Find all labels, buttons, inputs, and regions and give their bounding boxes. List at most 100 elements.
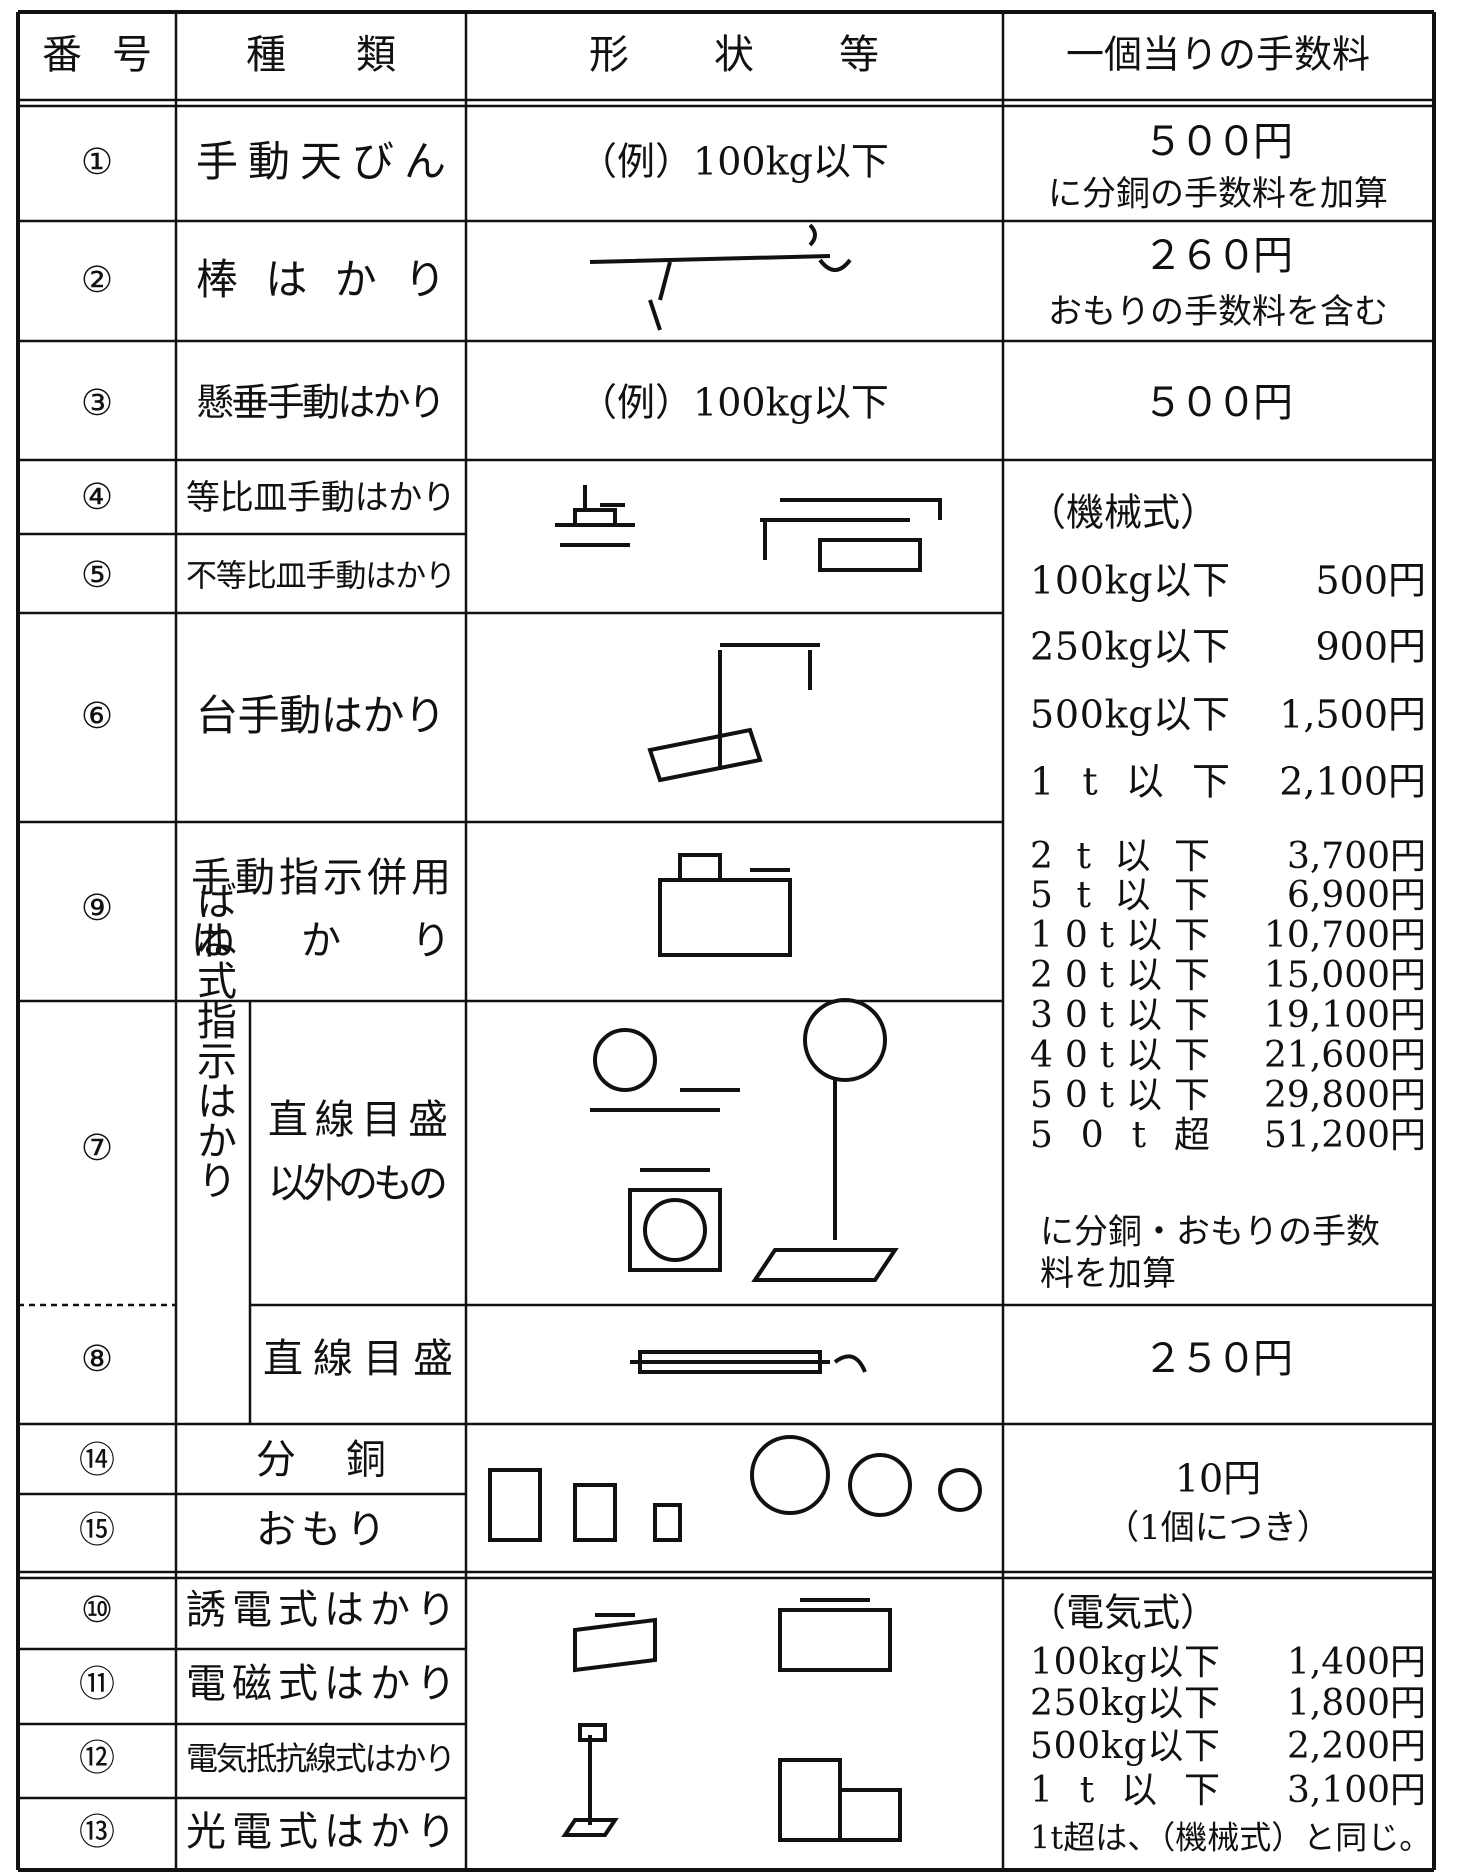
fee-amount: 1,800円 <box>1287 1683 1426 1724</box>
capacity-label: 20t以下 <box>1030 955 1210 996</box>
row-number: ⑩ <box>81 1590 113 1631</box>
table-rules <box>16 10 1436 1872</box>
capacity-label: 1t以下 <box>1030 760 1230 804</box>
dial-scale-base <box>590 1088 740 1112</box>
kind-label: 分銅 <box>256 1437 386 1483</box>
fee-amount: 29,800円 <box>1264 1075 1426 1116</box>
kind-label: 直線目盛 <box>263 1336 453 1382</box>
label-printer-scale-icon <box>778 1758 902 1842</box>
fee-note: おもりの手数料を含む <box>1048 292 1388 332</box>
row-number: ① <box>81 142 113 183</box>
row-number: ⑪ <box>79 1664 115 1705</box>
column-electronic-icon <box>561 1723 619 1837</box>
platform-scale-icon <box>647 643 820 783</box>
electronic-scale-icon <box>573 1613 657 1673</box>
even-balance-icon <box>555 485 635 547</box>
kind-label: 棒はかり <box>196 255 446 304</box>
fee-amount: 15,000円 <box>1264 955 1426 996</box>
electronic-scale-icon <box>778 1598 892 1672</box>
header-cell: 形状等 <box>589 32 879 78</box>
kind-label: 直線目盛 <box>268 1097 448 1143</box>
fee-amount: 6,900円 <box>1287 875 1426 916</box>
weight-icons <box>488 1468 682 1542</box>
fee-amount: ２５０円 <box>1143 1336 1293 1382</box>
fee-note: に分銅の手数料を加算 <box>1048 174 1388 214</box>
kind-label: 以外のもの <box>268 1161 448 1207</box>
combined-scale-icon <box>658 853 792 957</box>
row-number: ⑮ <box>79 1510 115 1551</box>
row-number: ⑭ <box>79 1440 115 1481</box>
steelyard-icon <box>589 223 852 331</box>
spring-balance-icon <box>630 1350 867 1374</box>
fee-amount: 10,700円 <box>1264 915 1426 956</box>
fee-note: に分銅・おもりの手数 <box>1040 1212 1380 1252</box>
row-number: ③ <box>81 383 113 424</box>
row-number: ⑨ <box>81 888 113 929</box>
capacity-label: 30t以下 <box>1030 995 1210 1036</box>
kind-label: 台手動はかり <box>196 691 446 740</box>
fee-amount: 1,500円 <box>1279 693 1426 737</box>
fee-heading: （機械式） <box>1028 491 1218 535</box>
capacity-label: 2t以下 <box>1030 836 1210 877</box>
fee-amount: 21,600円 <box>1264 1035 1426 1076</box>
counterpoise-icon <box>938 1468 982 1512</box>
fee-amount: 2,200円 <box>1287 1726 1426 1767</box>
capacity-label: 250kg以下 <box>1030 625 1230 669</box>
kind-label: 不等比皿手動はかり <box>186 559 456 595</box>
group-label: ばね式指示はかり <box>190 880 236 1200</box>
kind-label: 電磁式はかり <box>186 1661 456 1707</box>
fee-amount: 10円 <box>1175 1457 1261 1501</box>
fee-amount: 900円 <box>1315 625 1426 669</box>
header-cell: 種類 <box>246 32 396 78</box>
fee-amount: ２６０円 <box>1143 233 1293 279</box>
kind-label: 電気抵抗線式はかり <box>186 1740 456 1778</box>
row-number: ⑫ <box>79 1738 115 1779</box>
counterpoise-icon <box>848 1453 912 1517</box>
kind-label: 等比皿手動はかり <box>186 478 456 518</box>
fee-amount: 3,700円 <box>1287 836 1426 877</box>
dial-icon <box>593 1028 657 1092</box>
capacity-label: 1t以下 <box>1030 1770 1220 1811</box>
shape-note: （例）100kg以下 <box>579 381 889 425</box>
row-number: ④ <box>81 477 113 518</box>
row-number: ⑥ <box>81 696 113 737</box>
capacity-label: 10t以下 <box>1030 915 1210 956</box>
capacity-label: 500kg以下 <box>1030 693 1230 737</box>
capacity-label: 40t以下 <box>1030 1035 1210 1076</box>
fee-amount: 2,100円 <box>1279 760 1426 804</box>
capacity-label: 500kg以下 <box>1030 1726 1220 1767</box>
kitchen-scale-icon <box>628 1168 722 1272</box>
capacity-label: 250kg以下 <box>1030 1683 1220 1724</box>
row-number: ⑤ <box>81 555 113 596</box>
fee-heading: （電気式） <box>1028 1591 1218 1635</box>
capacity-label: 50t超 <box>1030 1115 1210 1156</box>
dial-icon <box>803 998 887 1082</box>
fee-amount: ５００円 <box>1143 380 1293 426</box>
capacity-label: 50t以下 <box>1030 1075 1210 1116</box>
capacity-label: 100kg以下 <box>1030 1642 1220 1683</box>
fee-note: （1個につき） <box>1105 1508 1331 1548</box>
row-number: ⑬ <box>79 1812 115 1853</box>
fee-amount: 3,100円 <box>1287 1770 1426 1811</box>
fee-amount: 1,400円 <box>1287 1642 1426 1683</box>
row-number: ⑦ <box>81 1128 113 1169</box>
row-number: ⑧ <box>81 1339 113 1380</box>
kind-label: 光電式はかり <box>186 1809 456 1855</box>
row-number: ② <box>81 260 113 301</box>
capacity-label: 100kg以下 <box>1030 559 1230 603</box>
counterpoise-icon <box>750 1435 830 1515</box>
kind-label: おもり <box>256 1507 386 1553</box>
dial-icon <box>643 1198 707 1262</box>
header-cell: 一個当りの手数料 <box>1066 33 1370 77</box>
fee-amount: 500円 <box>1315 559 1426 603</box>
fee-note: 料を加算 <box>1040 1254 1176 1294</box>
shape-note: （例）100kg以下 <box>579 140 889 184</box>
scale-illustrations <box>488 223 982 1842</box>
capacity-label: 5t以下 <box>1030 875 1210 916</box>
fee-amount: 19,100円 <box>1264 995 1426 1036</box>
kind-label: 懸垂手動はかり <box>196 381 446 425</box>
kind-label: 手動天びん <box>196 137 446 186</box>
fee-amount: ５００円 <box>1143 119 1293 165</box>
